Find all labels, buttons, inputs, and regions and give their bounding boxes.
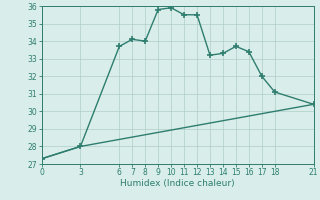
X-axis label: Humidex (Indice chaleur): Humidex (Indice chaleur) xyxy=(120,179,235,188)
